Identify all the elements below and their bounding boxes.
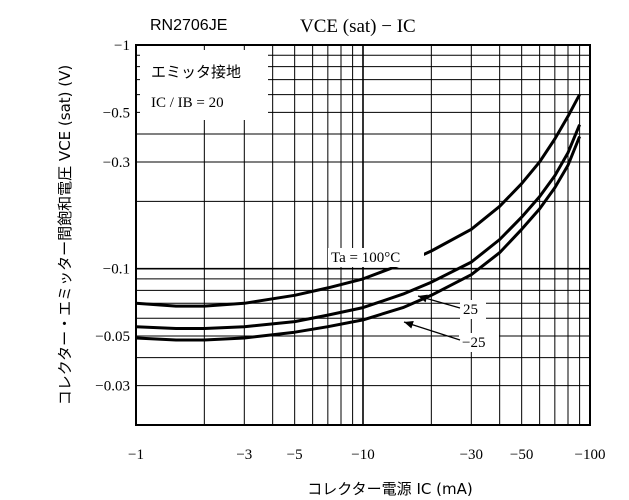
arrowhead-25 [418,294,428,303]
grid [135,44,591,426]
series-line-0 [135,93,581,308]
plot-frame [135,44,591,426]
condition-box [140,50,268,120]
y-tick-label: −0.05 [95,329,130,345]
series-label-100c: Ta = 100°C [331,250,400,266]
x-tick-label: −3 [236,447,252,463]
x-tick-label: −100 [575,447,606,463]
series-label-25: 25 [463,302,478,318]
y-tick-label: −1 [114,38,130,54]
x-axis-label: コレクター電源 IC (mA) [307,480,472,498]
series-label-100-bg [328,248,424,267]
y-tick-label: −0.1 [103,262,130,278]
x-tick-label: −1 [128,447,144,463]
part-number: RN2706JE [150,17,227,34]
series-label-m25-bg [459,333,499,352]
y-axis-label: コレクター・エミッター間飽和電圧 VCE (sat) (V) [56,65,74,405]
x-tick-label: −50 [510,447,533,463]
condition-text-2: IC / IB = 20 [151,95,224,111]
series-line-1 [135,124,581,330]
condition-text-1: エミッタ接地 [151,63,241,81]
y-tick-label: −0.03 [95,379,130,395]
chart-title: VCE (sat) − IC [300,16,416,37]
x-tick-label: −10 [351,447,374,463]
y-tick-label: −0.3 [103,155,130,171]
series-line-2 [135,135,581,342]
series-label-minus25: −25 [462,335,485,351]
arrow-minus25 [403,321,461,341]
x-tick-label: −30 [460,447,483,463]
x-tick-label: −5 [287,447,303,463]
series-label-25-bg [460,300,486,319]
tick-labels: −1 −3 −5 −10 −30 −50 −100 −1 −0.5 −0.3 −0.1 −0.05 −0… [95,38,605,463]
arrowhead-minus25 [404,320,414,329]
y-tick-label: −0.5 [103,105,130,121]
